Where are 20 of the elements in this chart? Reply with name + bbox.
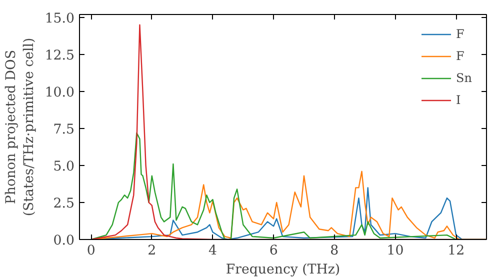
y-tick-label: 5.0 xyxy=(53,159,75,174)
x-tick-label: 8 xyxy=(330,244,339,258)
x-tick-label: 4 xyxy=(208,244,217,258)
y-tick-label: 12.5 xyxy=(44,48,75,64)
x-tick-label: 12 xyxy=(448,244,465,258)
legend-label: F xyxy=(456,27,466,41)
x-tick-label: 10 xyxy=(386,244,404,258)
y-tick-label: 10.0 xyxy=(44,85,75,100)
y-axis-title: Phonon projected DOS (States/THz·primitive cell) xyxy=(4,38,37,216)
y-tick-label: 2.5 xyxy=(53,196,75,212)
legend-label: Sn xyxy=(456,71,473,85)
x-tick-label: 0 xyxy=(86,244,96,258)
x-tick-label: 6 xyxy=(269,244,278,258)
x-axis-title: Frequency (THz) xyxy=(226,262,340,278)
y-tick-label: 15.0 xyxy=(44,11,75,26)
x-tick-label: 2 xyxy=(148,244,156,258)
legend-label: F xyxy=(456,49,466,63)
y-tick-label: 0.0 xyxy=(53,234,75,248)
legend-label: I xyxy=(456,93,462,107)
y-tick-label: 7.5 xyxy=(53,122,75,138)
